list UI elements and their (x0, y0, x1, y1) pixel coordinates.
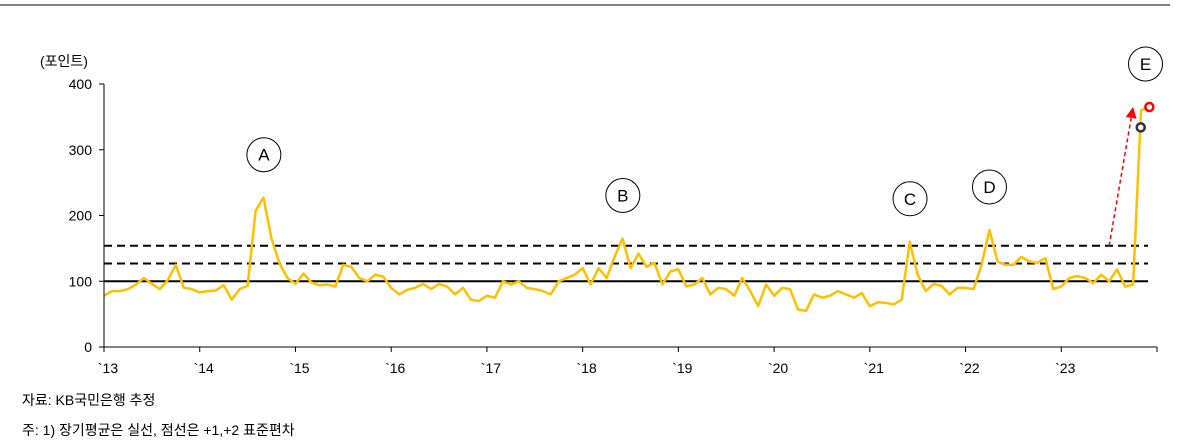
trend-arrow-shaft (1108, 117, 1132, 246)
y-tick-label: 0 (84, 339, 92, 355)
x-axis-ticks: `13 `14 `15 `16 `17 `18 `19 `20 `21 `22 `23 (98, 347, 1158, 376)
series-line (103, 105, 1150, 313)
highlight-points (1135, 101, 1155, 133)
x-tick-label: `14 (194, 360, 214, 376)
annotation-label: B (617, 187, 628, 206)
x-tick-label: `13 (98, 360, 118, 376)
y-tick-label: 200 (69, 208, 93, 224)
trend-arrow (1108, 107, 1137, 246)
annotation-label: A (258, 146, 270, 165)
annotation-circle (892, 181, 928, 217)
x-tick-label: `23 (1055, 360, 1075, 376)
y-tick-label: 100 (69, 273, 93, 289)
x-tick-label: `21 (864, 360, 884, 376)
x-tick-label: `20 (768, 360, 788, 376)
annotation-circle (246, 137, 282, 173)
annotation-label: D (983, 178, 995, 197)
annotation-label: E (1140, 55, 1151, 74)
x-tick-label: `15 (289, 360, 309, 376)
footnote: 주: 1) 장기평균은 실선, 점선은 +1,+2 표준편차 (22, 422, 295, 438)
annotation-circle (605, 178, 641, 214)
x-tick-label: `17 (481, 360, 501, 376)
annotation-labels: A B C D E (246, 46, 1164, 217)
annotation-circle (1128, 46, 1164, 82)
y-axis-unit-label: (포인트) (40, 53, 88, 69)
y-tick-label: 300 (69, 142, 93, 158)
series-layer (103, 105, 1150, 313)
highlight-point-marker (1144, 101, 1155, 113)
reference-lines (104, 244, 1148, 283)
x-tick-label: `18 (577, 360, 597, 376)
y-tick-label: 400 (69, 76, 93, 92)
x-tick-label: `22 (959, 360, 979, 376)
trend-arrow-head (1125, 107, 1137, 119)
source-note: 자료: KB국민은행 추정 (22, 392, 156, 408)
y-axis-ticks: 0 100 200 300 400 (69, 76, 104, 355)
x-tick-label: `19 (672, 360, 692, 376)
x-tick-label: `16 (385, 360, 405, 376)
annotation-label: C (904, 190, 916, 209)
highlight-point-marker (1135, 122, 1146, 133)
annotation-circle (971, 169, 1007, 205)
